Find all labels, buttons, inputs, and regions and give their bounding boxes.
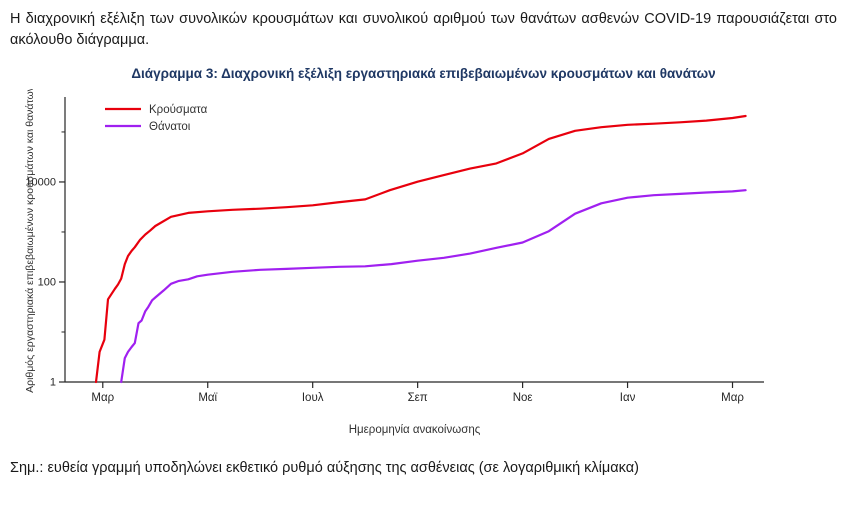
legend-label: Κρούσματα (149, 104, 208, 116)
x-tick-label: Μαρ (91, 392, 114, 404)
chart-container: 1 100 10000 Μαρ Μαϊ Ιουλ Σεπ Νοε Ιαν Μαρ Ημερομηνί… (19, 86, 847, 446)
x-tick-label: Μαρ (721, 392, 744, 404)
x-axis-title: Ημερομηνία ανακοίνωσης (349, 424, 481, 436)
line-chart-canvas: 1 100 10000 Μαρ Μαϊ Ιουλ Σεπ Νοε Ιαν Μαρ Ημερομηνί… (24, 86, 764, 436)
footnote: Σημ.: ευθεία γραμμή υποδηλώνει εκθετικό … (10, 459, 639, 476)
intro-paragraph: Η διαχρονική εξέλιξη των συνολικών κρουσ… (10, 11, 837, 49)
cases-series-line (94, 114, 747, 384)
y-tick-label: 100 (38, 276, 56, 288)
x-tick-label: Μαϊ (198, 392, 217, 404)
y-tick-label: 1 (50, 376, 56, 388)
x-tick-label: Νοε (513, 392, 533, 404)
y-axis-title: Αριθμός εργαστηριακά επιβεβαιωμένων κρου… (24, 89, 36, 393)
x-tick-label: Ιουλ (302, 392, 324, 404)
chart-title: Διάγραμμα 3: Διαχρονική εξέλιξη εργαστηρ… (131, 65, 716, 81)
document-page: Η διαχρονική εξέλιξη των συνολικών κρουσ… (0, 9, 847, 476)
figure-diagram-3: Διάγραμμα 3: Διαχρονική εξέλιξη εργαστηρ… (0, 66, 847, 446)
x-tick-label: Ιαν (620, 392, 636, 404)
legend-label: Θάνατοι (149, 121, 191, 133)
x-tick-label: Σεπ (408, 392, 428, 404)
deaths-series-line (120, 189, 747, 384)
y-tick-label: 10000 (25, 176, 56, 188)
